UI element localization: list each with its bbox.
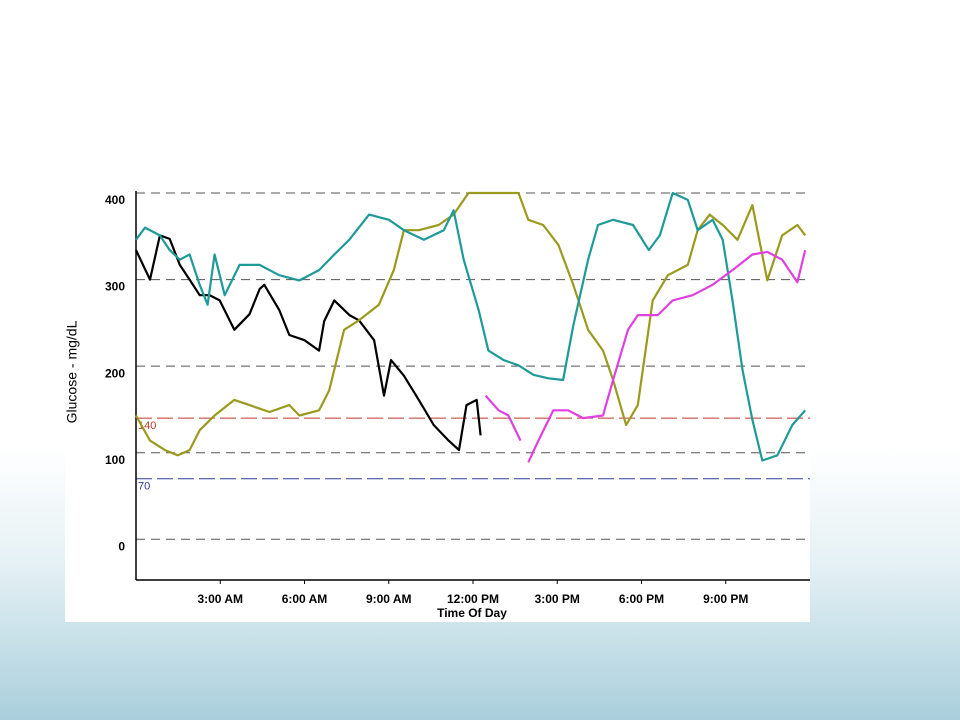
- x-tick-label: 12:00 PM: [447, 592, 499, 606]
- y-axis-label: Glucose - mg/dL: [64, 320, 80, 423]
- y-tick-label: 300: [105, 280, 125, 294]
- x-tick-label: 6:00 AM: [282, 592, 328, 606]
- x-tick-label: 6:00 PM: [619, 592, 664, 606]
- y-tick-label: 200: [105, 366, 125, 380]
- y-tick-label: 0: [118, 539, 125, 553]
- series-line: [135, 191, 807, 457]
- reference-label: 70: [138, 481, 150, 493]
- x-tick-label: 3:00 PM: [535, 592, 580, 606]
- x-tick-label: 3:00 AM: [197, 592, 243, 606]
- series-line: [135, 191, 807, 462]
- y-tick-label: 400: [105, 193, 125, 207]
- x-tick-label: 9:00 AM: [366, 592, 412, 606]
- chart-background: [65, 187, 810, 622]
- series-line: [484, 249, 807, 463]
- x-axis-label: Time Of Day: [437, 606, 507, 620]
- y-tick-label: 100: [105, 453, 125, 467]
- series-line: [135, 234, 482, 452]
- x-tick-label: 9:00 PM: [703, 592, 748, 606]
